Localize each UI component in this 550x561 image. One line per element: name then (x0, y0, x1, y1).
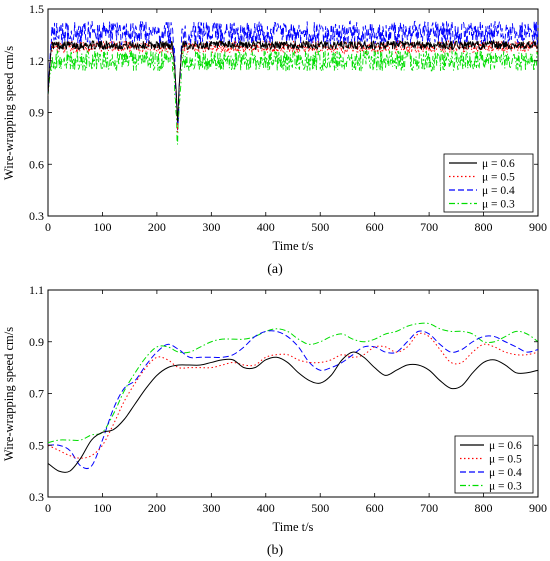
chart-b-ylabel: Wire-wrapping speed cm/s (2, 327, 16, 461)
series-line (47, 332, 539, 459)
x-tick-label: 0 (45, 501, 51, 515)
chart-a-legend: μ = 0.6 μ = 0.5μ = 0.4 μ = 0.3 (443, 153, 534, 213)
y-tick-label: 0.3 (29, 490, 44, 504)
y-tick-label: 0.3 (29, 209, 44, 223)
legend-label: μ = 0.4 (489, 467, 522, 479)
series-line (47, 330, 539, 470)
chart-b-caption: (b) (267, 543, 284, 558)
x-tick-label: 0 (45, 220, 51, 234)
y-tick-label: 0.9 (29, 106, 44, 120)
chart-a: 0 100 200 300 400 500 600 700 800 900 0.3 0.6 0.9 1.2… (2, 2, 547, 277)
x-tick-label: 800 (475, 501, 493, 515)
legend-label: μ = 0.6 (482, 158, 515, 170)
x-tick-label: 900 (529, 501, 547, 515)
x-tick-label: 900 (529, 220, 547, 234)
chart-a-legend-box (443, 153, 534, 213)
chart-b: 0 100 200 300 400 500 600 700 800 900 0.3 0.5 0.7 0.9… (2, 283, 547, 558)
legend-label: μ = 0.5 (482, 172, 515, 184)
y-tick-label: 0.5 (29, 438, 44, 452)
y-tick-label: 0.9 (29, 335, 44, 349)
y-tick-label: 1.2 (29, 54, 44, 68)
chart-b-ticks: 0 100 200 300 400 500 600 700 800 900 0.3 0.5 0.7 0.9… (29, 283, 547, 515)
chart-a-series-group (47, 20, 539, 145)
legend-label: μ = 0.6 (489, 440, 522, 452)
x-tick-label: 200 (148, 220, 166, 234)
series-line (47, 49, 539, 145)
legend-label: μ = 0.5 (489, 454, 522, 466)
chart-b-xlabel: Time t/s (273, 520, 314, 534)
x-tick-label: 100 (93, 220, 111, 234)
x-tick-label: 500 (311, 220, 329, 234)
legend-label: μ = 0.3 (489, 481, 522, 493)
chart-a-ylabel: Wire-wrapping speed cm/s (2, 46, 16, 180)
x-tick-label: 300 (202, 501, 220, 515)
x-tick-label: 700 (420, 501, 438, 515)
series-line (47, 39, 539, 133)
x-tick-label: 700 (420, 220, 438, 234)
x-tick-label: 500 (311, 501, 329, 515)
x-tick-label: 600 (366, 501, 384, 515)
x-tick-label: 400 (257, 501, 275, 515)
x-tick-label: 800 (475, 220, 493, 234)
y-tick-label: 1.1 (29, 283, 44, 297)
legend-label: μ = 0.4 (482, 185, 515, 197)
series-line (47, 322, 539, 444)
y-tick-label: 1.5 (29, 2, 44, 16)
series-line (47, 20, 539, 131)
chart-a-caption: (a) (267, 262, 283, 277)
chart-a-ticks: 0 100 200 300 400 500 600 700 800 900 0.3 0.6 0.9 1.2… (29, 2, 547, 234)
x-tick-label: 300 (202, 220, 220, 234)
x-tick-label: 100 (93, 501, 111, 515)
legend-label: μ = 0.3 (482, 199, 515, 211)
series-line (47, 39, 539, 122)
x-tick-label: 400 (257, 220, 275, 234)
y-tick-label: 0.6 (29, 157, 44, 171)
x-tick-label: 600 (366, 220, 384, 234)
y-tick-label: 0.7 (29, 387, 44, 401)
chart-b-series-group (47, 322, 539, 473)
series-line (47, 351, 539, 473)
chart-b-legend: μ = 0.6 μ = 0.5μ = 0.4 μ = 0.3 (454, 435, 534, 494)
chart-a-xlabel: Time t/s (273, 239, 314, 253)
x-tick-label: 200 (148, 501, 166, 515)
